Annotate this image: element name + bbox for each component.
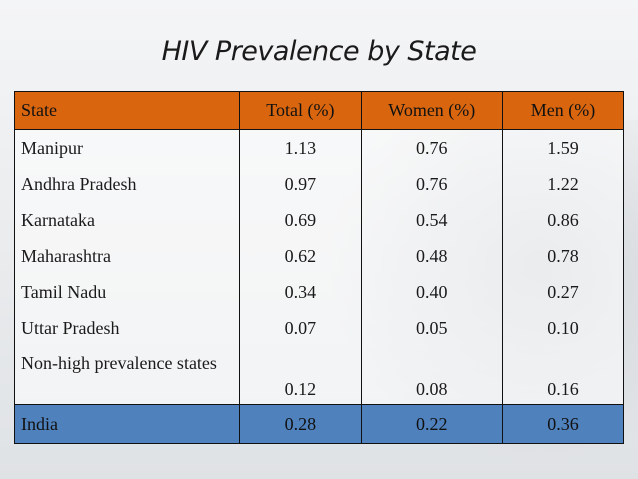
total-cell: 0.12 [284,379,317,399]
women-cell: 0.48 [416,246,448,266]
men-cell: 1.59 [547,138,579,158]
women-cell: 0.08 [416,379,448,399]
total-cell: 0.69 [284,210,317,230]
women-column: 0.76 0.76 0.54 0.48 0.40 0.05 0.08 [360,129,503,405]
total-cell: 0.97 [284,174,317,194]
women-cell: 0.76 [416,174,448,194]
men-cell: 0.78 [547,246,579,266]
state-cell: Maharashtra [21,246,111,266]
men-cell: 0.86 [547,210,579,230]
state-cell: Tamil Nadu [21,282,107,302]
women-cell: 0.54 [416,210,448,230]
women-cell: 0.05 [416,318,448,338]
women-cell: 0.76 [416,138,448,158]
slide-title: HIV Prevalence by State [161,36,477,67]
header-state: State [13,91,241,130]
total-cell: 1.13 [284,138,317,158]
total-cell: 0.34 [284,282,317,302]
summary-state-cell: India [13,404,241,444]
summary-total-cell: 0.28 [239,404,362,444]
summary-men-cell: 0.36 [501,404,625,444]
state-cell: Uttar Pradesh [21,318,120,338]
table-header-row: State Total (%) Women (%) Men (%) [13,91,625,130]
header-total: Total (%) [239,91,362,130]
state-column: Manipur Andhra Pradesh Karnataka Maharas… [13,129,241,405]
men-cell: 1.22 [547,174,579,194]
men-cell: 0.10 [547,318,579,338]
header-women: Women (%) [360,91,503,130]
men-column: 1.59 1.22 0.86 0.78 0.27 0.10 0.16 [501,129,625,405]
india-summary-row: India 0.28 0.22 0.36 [13,404,625,444]
total-column: 1.13 0.97 0.69 0.62 0.34 0.07 0.12 [239,129,362,405]
state-cell: Manipur [21,138,83,158]
table-body: Manipur Andhra Pradesh Karnataka Maharas… [13,129,625,405]
state-cell: Andhra Pradesh [21,174,137,194]
men-cell: 0.16 [547,379,579,399]
hiv-prevalence-table: State Total (%) Women (%) Men (%) Manipu… [13,91,625,444]
total-cell: 0.62 [284,246,317,266]
state-cell: Karnataka [21,210,95,230]
men-cell: 0.27 [547,282,579,302]
header-men: Men (%) [501,91,625,130]
women-cell: 0.40 [416,282,448,302]
total-cell: 0.07 [284,318,317,338]
state-cell: Non-high prevalence states [21,353,217,373]
summary-women-cell: 0.22 [360,404,503,444]
